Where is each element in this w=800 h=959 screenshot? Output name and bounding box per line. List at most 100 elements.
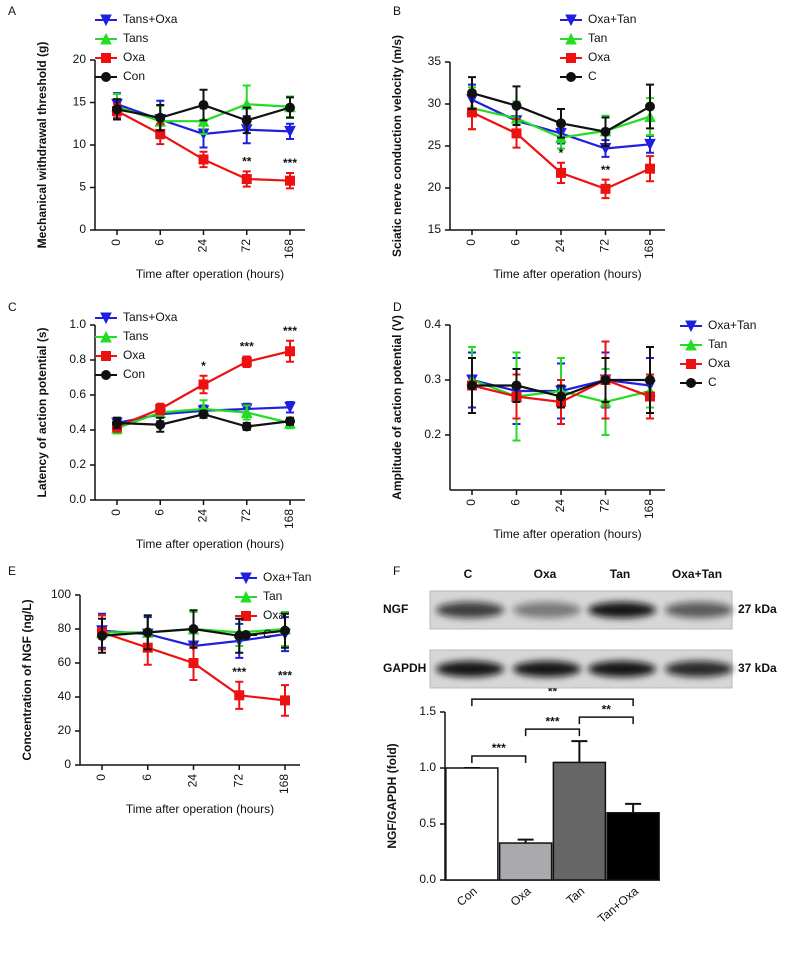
marker	[285, 175, 295, 186]
y-tick-label: 0.4	[424, 317, 441, 331]
y-tick-label: 0.0	[69, 492, 86, 506]
x-axis-title: Time after operation (hours)	[136, 267, 284, 281]
x-tick-label: 6	[140, 774, 154, 781]
x-tick-label: 168	[282, 239, 296, 259]
panel-label: B	[393, 4, 401, 18]
y-tick-label: 0.0	[419, 872, 436, 886]
legend-label: Oxa	[263, 608, 285, 622]
marker	[467, 380, 477, 391]
x-tick-label: 72	[239, 239, 253, 253]
blot-band	[513, 602, 581, 618]
protein-label: NGF	[383, 602, 408, 616]
y-axis-title: Amplitude of action potential (V)	[390, 315, 404, 500]
y-tick-label: 80	[58, 621, 72, 635]
legend-label: C	[708, 375, 717, 389]
legend-marker	[101, 370, 111, 380]
blot-band	[436, 661, 504, 677]
y-tick-label: 20	[58, 723, 72, 737]
legend-marker	[100, 330, 112, 343]
y-tick-label: 35	[428, 54, 442, 68]
x-tick-label: 6	[509, 239, 523, 246]
y-tick-label: 0.2	[424, 427, 441, 441]
x-tick-label: 168	[277, 774, 291, 794]
y-tick-label: 1.0	[419, 760, 436, 774]
x-tick-label: 24	[196, 509, 210, 523]
significance-label: *	[559, 146, 564, 160]
legend-marker	[100, 14, 112, 27]
y-axis-title: Mechanical withdrawal threshold (g)	[35, 42, 49, 249]
blot-band	[513, 661, 581, 677]
y-axis-title: Concentration of NGF (ng/L)	[20, 599, 34, 760]
y-tick-label: 0.4	[69, 422, 86, 436]
lane-label: C	[464, 567, 473, 581]
marker	[280, 625, 290, 636]
legend-marker	[101, 351, 111, 361]
y-axis-title: Sciatic nerve conduction velocity (m/s)	[390, 35, 404, 257]
x-tick-label: 6	[509, 499, 523, 506]
significance-label: ***	[283, 156, 297, 170]
marker	[280, 695, 290, 706]
y-tick-label: 25	[428, 138, 442, 152]
x-tick-label: 24	[186, 774, 200, 788]
x-tick-label: 0	[464, 499, 478, 506]
panel-label: A	[8, 4, 16, 18]
x-tick-label: 6	[152, 509, 166, 516]
marker	[198, 379, 209, 390]
legend-marker	[240, 572, 252, 585]
marker	[645, 101, 655, 112]
significance-bracket	[524, 728, 581, 737]
bar	[445, 767, 499, 881]
marker	[155, 404, 166, 414]
x-tick-label: Oxa	[508, 884, 534, 909]
marker	[241, 356, 252, 367]
legend-label: Con	[123, 367, 145, 381]
y-tick-label: 0.2	[69, 457, 86, 471]
x-tick-label: 0	[109, 239, 123, 246]
marker	[511, 380, 522, 391]
x-tick-label: Tan+Oxa	[595, 884, 641, 926]
x-tick-label: 168	[642, 499, 656, 519]
x-axis-title: Time after operation (hours)	[136, 537, 284, 551]
x-tick-label: 0	[464, 239, 478, 246]
legend-marker	[101, 72, 111, 82]
marker	[188, 624, 199, 634]
legend-marker	[566, 72, 576, 82]
marker	[241, 115, 252, 126]
panel-label: D	[393, 300, 402, 314]
marker	[556, 167, 566, 178]
marker	[112, 418, 122, 428]
marker	[285, 416, 295, 427]
significance-label: ***	[232, 665, 246, 679]
x-axis-title: Time after operation (hours)	[493, 527, 641, 541]
x-tick-label: 24	[553, 239, 567, 253]
significance-label: *	[201, 359, 206, 373]
legend-label: C	[263, 627, 272, 641]
lane-label: Oxa	[534, 567, 557, 581]
x-tick-label: 72	[231, 774, 245, 788]
protein-label: GAPDH	[383, 661, 426, 675]
legend-label: Oxa	[123, 348, 145, 362]
legend-label: C	[588, 69, 597, 83]
marker	[198, 100, 209, 111]
blot-band	[436, 602, 504, 618]
significance-label: ***	[283, 324, 297, 338]
significance-bracket	[578, 716, 634, 725]
y-tick-label: 0.5	[419, 816, 436, 830]
panel-label: E	[8, 564, 16, 578]
marker	[285, 102, 295, 113]
marker	[155, 419, 166, 430]
legend-marker	[241, 611, 251, 621]
x-tick-label: Con	[454, 884, 480, 909]
y-tick-label: 1.0	[69, 317, 86, 331]
x-tick-label: 24	[553, 499, 567, 513]
marker	[240, 406, 253, 418]
marker	[644, 138, 656, 151]
legend-marker	[565, 32, 577, 45]
y-tick-label: 100	[51, 587, 71, 601]
x-tick-label: Tan	[564, 884, 588, 907]
panel-label: F	[393, 564, 400, 578]
blot-band	[588, 602, 656, 618]
legend-label: Tan	[263, 589, 282, 603]
marker	[645, 375, 655, 385]
